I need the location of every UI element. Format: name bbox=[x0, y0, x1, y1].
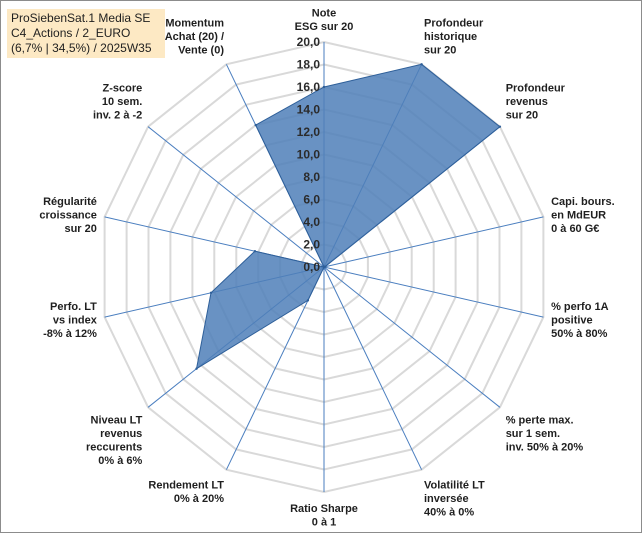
tick-label: 16,0 bbox=[297, 80, 321, 94]
title-line-3: (6,7% | 34,5%) / 2025W35 bbox=[11, 41, 152, 55]
axis-label-line: inversée bbox=[424, 493, 469, 505]
series-point bbox=[209, 291, 213, 294]
axis-spoke bbox=[323, 266, 501, 408]
axis-label: Profondeur revenus sur 20 bbox=[506, 83, 566, 122]
axis-label-line: Achat (20) / bbox=[165, 31, 224, 43]
axis-label-line: 0 à 1 bbox=[312, 517, 336, 529]
axis-label-line: Momentum bbox=[165, 17, 224, 29]
axis-label-line: Niveau LT bbox=[91, 415, 143, 427]
axis-label-line: 50% à 80% bbox=[551, 328, 607, 340]
axis-label: Profondeur historique sur 20 bbox=[424, 17, 484, 56]
axis-label-line: Régularité bbox=[43, 196, 97, 208]
radar-tick-labels: 0,0 2,0 4,0 6,0 8,0 10,0 12,0 14,0 16,0 18,0 20,0 bbox=[297, 35, 321, 274]
tick-label: 10,0 bbox=[297, 148, 321, 162]
axis-label: Volatilité LT inversée 40% à 0% bbox=[424, 480, 485, 519]
chart-title-box: ProSiebenSat.1 Media SE C4_Actions / 2_E… bbox=[7, 9, 165, 58]
title-line-1: ProSiebenSat.1 Media SE bbox=[11, 11, 151, 25]
axis-label: Perfo. LT vs index -8% à 12% bbox=[43, 301, 98, 340]
tick-label: 14,0 bbox=[297, 103, 321, 117]
series-point bbox=[498, 125, 502, 128]
axis-label-line: -8% à 12% bbox=[43, 328, 97, 340]
axis-label-line: sur 20 bbox=[506, 110, 538, 122]
axis-label-line: Perfo. LT bbox=[50, 301, 97, 313]
axis-label: Note ESG sur 20 bbox=[295, 8, 354, 34]
axis-label-line: 40% à 0% bbox=[424, 507, 474, 519]
axis-label-line: revenus bbox=[100, 428, 142, 440]
series-point bbox=[306, 299, 310, 302]
title-line-2: C4_Actions / 2_EURO bbox=[11, 26, 131, 40]
axis-label-line: % perfo 1A bbox=[551, 301, 609, 313]
series-point bbox=[322, 85, 326, 89]
axis-label-line: ESG sur 20 bbox=[295, 21, 354, 33]
axis-label-line: Capi. bours. bbox=[551, 196, 615, 208]
series-point bbox=[420, 63, 423, 66]
axis-label-line: vs index bbox=[53, 314, 98, 326]
tick-label: 12,0 bbox=[297, 125, 321, 139]
axis-label-line: inv. 2 à -2 bbox=[93, 110, 142, 122]
tick-label: 4,0 bbox=[303, 215, 320, 229]
axis-label-line: croissance bbox=[39, 210, 96, 222]
axis-label-line: historique bbox=[424, 31, 477, 43]
axis-label-line: en MdEUR bbox=[551, 210, 606, 222]
radar-series bbox=[195, 63, 502, 370]
axis-label-line: sur 1 sem. bbox=[506, 428, 560, 440]
axis-label-line: 0 à 60 G€ bbox=[551, 223, 599, 235]
tick-label: 18,0 bbox=[297, 58, 321, 72]
axis-label-line: Note bbox=[312, 8, 336, 20]
axis-label: Niveau LT revenus reccurents 0% à 6% bbox=[86, 415, 143, 468]
axis-spoke bbox=[323, 266, 544, 318]
tick-label: 2,0 bbox=[303, 238, 320, 252]
axis-label-line: positive bbox=[551, 314, 593, 326]
axis-label: Ratio Sharpe 0 à 1 bbox=[290, 503, 358, 529]
axis-label-line: reccurents bbox=[86, 442, 142, 454]
axis-label-line: Z-score bbox=[103, 83, 143, 95]
axis-label-line: inv. 50% à 20% bbox=[506, 442, 584, 454]
series-point bbox=[322, 265, 326, 269]
tick-label: 0,0 bbox=[303, 260, 320, 274]
axis-label-line: Vente (0) bbox=[178, 44, 224, 56]
axis-label-line: sur 20 bbox=[424, 44, 456, 56]
axis-label-line: Profondeur bbox=[506, 83, 566, 95]
axis-label-line: Rendement LT bbox=[148, 480, 224, 492]
axis-label-line: Profondeur bbox=[424, 17, 484, 29]
axis-label: Rendement LT 0% à 20% bbox=[148, 480, 224, 506]
axis-label: % perte max. sur 1 sem. inv. 50% à 20% bbox=[506, 415, 584, 454]
axis-label-line: sur 20 bbox=[64, 223, 96, 235]
radar-axis-labels: Note ESG sur 20 Profondeur historique sur 20… bbox=[39, 8, 614, 529]
axis-label: Capi. bours. en MdEUR 0 à 60 G€ bbox=[551, 196, 615, 235]
series-area bbox=[195, 63, 501, 370]
axis-label-line: 0% à 20% bbox=[174, 493, 224, 505]
axis-label-line: revenus bbox=[506, 96, 548, 108]
axis-label: Momentum Achat (20) / Vente (0) bbox=[165, 17, 225, 56]
axis-spoke bbox=[147, 126, 325, 268]
axis-label: Z-score 10 sem. inv. 2 à -2 bbox=[93, 83, 142, 122]
axis-label-line: % perte max. bbox=[506, 415, 574, 427]
axis-spoke bbox=[323, 216, 544, 268]
axis-label-line: 10 sem. bbox=[102, 96, 142, 108]
axis-label: % perfo 1A positive 50% à 80% bbox=[551, 301, 609, 340]
series-point bbox=[195, 367, 198, 370]
tick-label: 20,0 bbox=[297, 35, 321, 49]
tick-label: 6,0 bbox=[303, 193, 320, 207]
axis-label: Régularité croissance sur 20 bbox=[39, 196, 96, 235]
axis-spoke bbox=[323, 266, 423, 470]
axis-label-line: 0% à 6% bbox=[98, 455, 142, 467]
series-point bbox=[254, 123, 257, 127]
tick-label: 8,0 bbox=[303, 170, 320, 184]
series-point bbox=[253, 250, 257, 253]
axis-label-line: Ratio Sharpe bbox=[290, 503, 358, 515]
axis-label-line: Volatilité LT bbox=[424, 480, 485, 492]
